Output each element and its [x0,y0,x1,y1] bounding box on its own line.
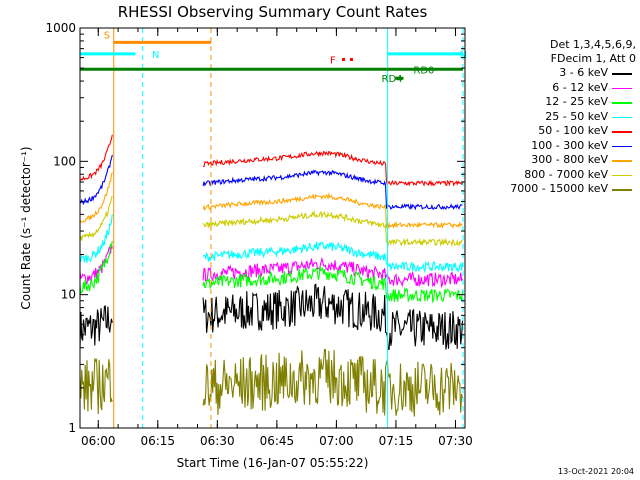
legend-label: 300 - 800 keV [531,153,608,166]
legend-swatch [612,116,632,118]
y-tick-label-1: 1 [68,421,76,435]
legend-swatch [612,87,632,89]
legend-label: 25 - 50 keV [545,109,608,123]
series-line-7 [79,172,463,230]
y-tick-label-2: 10 [61,288,76,302]
legend-item-3: 12 - 25 keV [480,95,636,110]
series-line-8 [79,195,463,248]
series-line-3 [79,240,464,304]
y-axis-label: Count Rate (s⁻¹ detector⁻¹) [19,146,33,309]
flag-label-5: RD0 [413,65,434,76]
plot-frame [79,27,466,429]
flag-label-1: S [104,30,110,41]
x-tick-label-5: 07:00 [319,434,354,448]
chart-title: RHESSI Observing Summary Count Rates [118,3,428,21]
legend-swatch [612,102,632,104]
legend-item-9: 7000 - 15000 keV [480,182,636,197]
y-tick-label-4: 1000 [45,21,76,35]
legend-label: 6 - 12 keV [552,80,608,94]
x-axis-label: Start Time (16-Jan-07 05:55:22) [177,456,369,470]
x-tick-label-2: 06:15 [140,434,175,448]
legend-label: 12 - 25 keV [545,95,608,108]
legend-swatch [612,145,632,147]
legend-label: 100 - 300 keV [531,138,608,152]
flag-label-3: N [460,50,467,61]
legend-item-6: 100 - 300 keV [480,139,636,154]
legend-item-4: 25 - 50 keV [480,110,636,125]
y-tick-label-3: 100 [53,154,76,168]
series-line-9 [79,348,464,417]
legend-item-8: 800 - 7000 keV [480,168,636,183]
x-tick-label-1: 06:00 [81,434,116,448]
x-tick-label-7: 07:30 [438,434,473,448]
legend-swatch [612,73,632,75]
legend-swatch [612,131,632,133]
series-line-5 [79,134,463,187]
flag-label-6: RD4 [382,74,403,85]
flag-label-4: F [330,56,336,67]
series-line-6 [79,154,463,211]
legend-swatch [612,189,632,191]
x-tick-label-4: 06:45 [260,434,295,448]
legend: Det 1,3,4,5,6,9, FDecim 1, Att 0 3 - 6 k… [480,38,636,197]
x-tick-label-6: 07:15 [379,434,414,448]
flag-label-2: N [152,50,159,61]
x-tick-label-3: 06:30 [200,434,235,448]
series-line-2 [79,243,463,289]
legend-label: 50 - 100 keV [538,124,608,137]
footer-timestamp: 13-Oct-2021 20:04 [558,467,634,476]
legend-item-1: 3 - 6 keV [480,66,636,81]
legend-label: 800 - 7000 keV [524,167,608,181]
legend-item-7: 300 - 800 keV [480,153,636,168]
legend-label: 3 - 6 keV [559,66,608,79]
legend-swatch [612,174,632,176]
legend-header-1: Det 1,3,4,5,6,9, [549,38,636,51]
legend-item-5: 50 - 100 keV [480,124,636,139]
legend-item-2: 6 - 12 keV [480,81,636,96]
series-line-4 [79,214,464,274]
legend-swatch [612,160,632,162]
legend-header-2: FDecim 1, Att 0 [550,52,636,65]
legend-label: 7000 - 15000 keV [510,182,608,195]
series-line-1 [79,283,464,351]
